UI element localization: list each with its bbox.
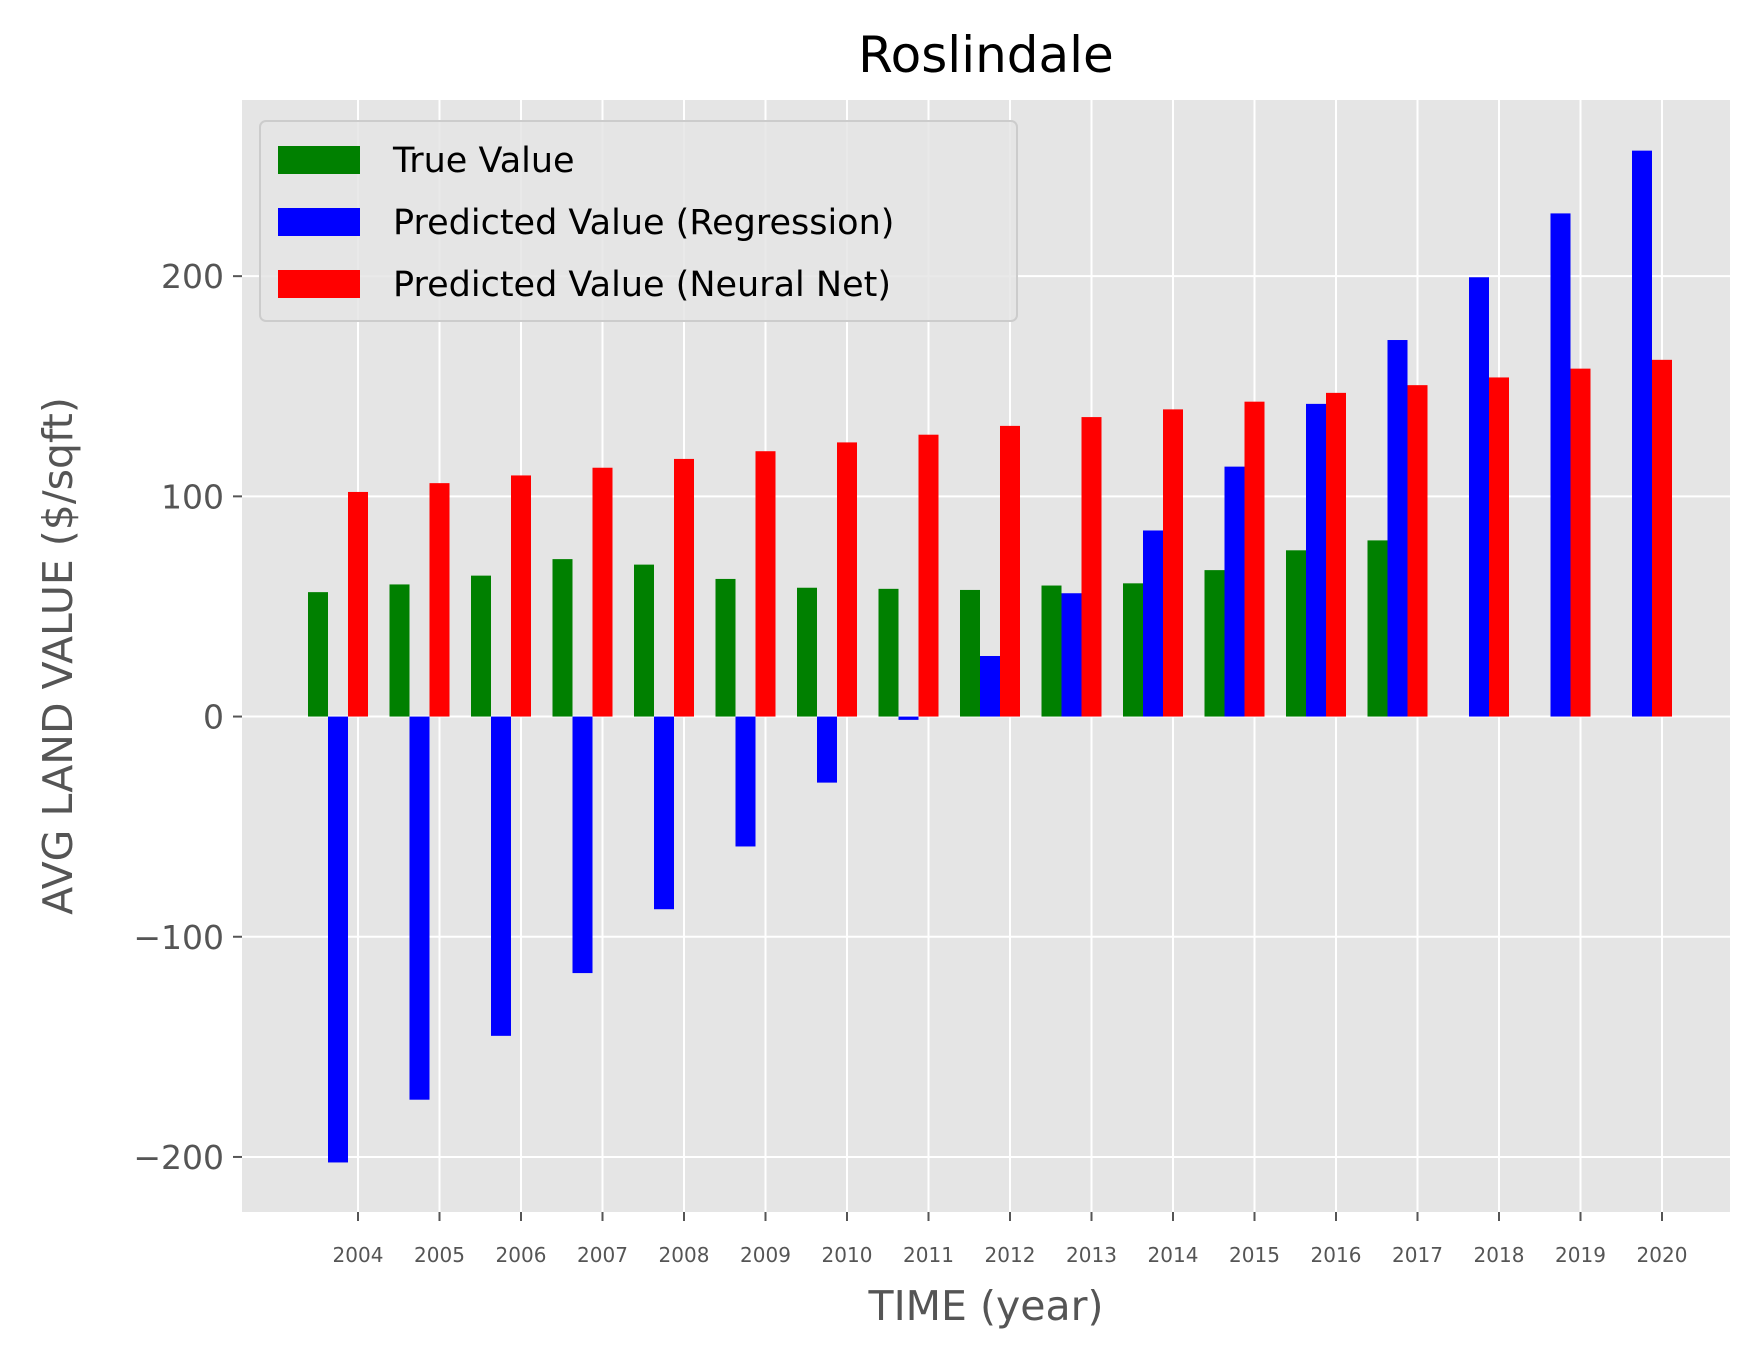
bar-predicted-value-regression-2017 — [1387, 340, 1408, 717]
bar-predicted-value-regression-2004 — [328, 716, 348, 1163]
bar-true-value-2011 — [878, 588, 899, 717]
chart-title: Roslindale — [858, 26, 1114, 84]
bar-true-value-2014 — [1123, 583, 1143, 717]
x-tick-label: 2010 — [822, 1243, 873, 1267]
bar-predicted-value-regression-2009 — [735, 716, 756, 847]
bar-predicted-value-regression-2020 — [1632, 150, 1652, 717]
bar-true-value-2015 — [1204, 570, 1225, 717]
x-tick-label: 2013 — [1066, 1243, 1117, 1267]
bar-predicted-value-neural-net-2012 — [1000, 425, 1020, 717]
bar-true-value-2005 — [389, 584, 410, 717]
bar-predicted-value-regression-2010 — [817, 716, 837, 783]
bar-predicted-value-neural-net-2010 — [837, 442, 857, 717]
bars — [308, 150, 1672, 1163]
y-tick-label: 100 — [161, 477, 224, 516]
y-tick-label: 200 — [161, 257, 224, 296]
bar-true-value-2004 — [308, 592, 328, 717]
y-tick-label: −100 — [133, 918, 224, 957]
y-tick-label: 0 — [203, 698, 224, 737]
bar-predicted-value-neural-net-2008 — [674, 458, 694, 717]
x-tick-label: 2014 — [1148, 1243, 1199, 1267]
bar-true-value-2008 — [634, 564, 654, 717]
bar-predicted-value-neural-net-2015 — [1244, 401, 1265, 717]
legend-swatch — [278, 146, 360, 174]
x-tick-label: 2020 — [1637, 1243, 1688, 1267]
bar-predicted-value-neural-net-2006 — [511, 475, 531, 717]
bar-true-value-2009 — [715, 578, 736, 717]
bar-predicted-value-regression-2018 — [1469, 277, 1489, 717]
axis-ticks: −200 −100 0 100 200 2004 2005 2006 2007 2008 2009 2… — [133, 257, 1687, 1267]
bar-predicted-value-regression-2016 — [1306, 403, 1326, 717]
bar-predicted-value-regression-2008 — [654, 716, 674, 910]
x-tick-label: 2011 — [903, 1243, 954, 1267]
y-tick-label: −200 — [133, 1138, 224, 1177]
bar-predicted-value-regression-2007 — [572, 716, 593, 974]
legend-label: Predicted Value (Regression) — [393, 203, 894, 243]
x-tick-label: 2019 — [1555, 1243, 1606, 1267]
x-tick-label: 2016 — [1311, 1243, 1362, 1267]
bar-true-value-2017 — [1367, 540, 1388, 717]
bar-predicted-value-regression-2014 — [1143, 530, 1163, 717]
legend: True Value Predicted Value (Regression) Pr… — [259, 120, 1018, 322]
x-tick-label: 2017 — [1392, 1243, 1443, 1267]
bar-predicted-value-neural-net-2011 — [918, 434, 939, 717]
legend-box — [259, 120, 1018, 322]
bar-predicted-value-neural-net-2004 — [348, 491, 368, 717]
bar-predicted-value-neural-net-2017 — [1407, 385, 1428, 717]
bar-predicted-value-regression-2015 — [1224, 466, 1245, 717]
bar-predicted-value-regression-2013 — [1061, 593, 1082, 717]
bar-predicted-value-neural-net-2009 — [755, 451, 776, 717]
legend-label: True Value — [392, 141, 575, 181]
bar-predicted-value-neural-net-2018 — [1489, 377, 1509, 717]
bar-predicted-value-regression-2012 — [980, 656, 1000, 717]
x-tick-label: 2004 — [333, 1243, 384, 1267]
x-tick-label: 2008 — [659, 1243, 710, 1267]
legend-swatch — [278, 208, 360, 236]
y-axis-label: AVG LAND VALUE ($/sqft) — [34, 397, 82, 915]
bar-predicted-value-regression-2006 — [491, 716, 511, 1036]
bar-predicted-value-neural-net-2013 — [1081, 417, 1102, 717]
legend-label: Predicted Value (Neural Net) — [393, 265, 891, 305]
x-tick-label: 2005 — [414, 1243, 465, 1267]
x-axis-label: TIME (year) — [868, 1282, 1104, 1330]
bar-true-value-2012 — [960, 589, 980, 717]
bar-predicted-value-regression-2011 — [898, 716, 919, 720]
bar-predicted-value-regression-2019 — [1550, 213, 1571, 717]
x-tick-label: 2012 — [985, 1243, 1036, 1267]
bar-true-value-2006 — [471, 575, 491, 717]
bar-predicted-value-neural-net-2016 — [1326, 392, 1346, 717]
x-tick-label: 2007 — [577, 1243, 628, 1267]
bar-true-value-2007 — [552, 559, 573, 717]
x-tick-label: 2015 — [1229, 1243, 1280, 1267]
x-tick-label: 2006 — [496, 1243, 547, 1267]
x-tick-label: 2018 — [1474, 1243, 1525, 1267]
bar-predicted-value-regression-2005 — [409, 716, 430, 1100]
bar-predicted-value-neural-net-2014 — [1163, 409, 1183, 717]
x-tick-label: 2009 — [740, 1243, 791, 1267]
bar-predicted-value-neural-net-2020 — [1652, 359, 1672, 717]
bar-predicted-value-neural-net-2007 — [592, 467, 613, 717]
bar-true-value-2013 — [1041, 585, 1062, 717]
bar-true-value-2010 — [797, 587, 817, 717]
bar-predicted-value-neural-net-2019 — [1570, 368, 1591, 717]
legend-swatch — [278, 270, 360, 298]
bar-true-value-2016 — [1286, 550, 1306, 717]
bar-predicted-value-neural-net-2005 — [429, 483, 450, 717]
